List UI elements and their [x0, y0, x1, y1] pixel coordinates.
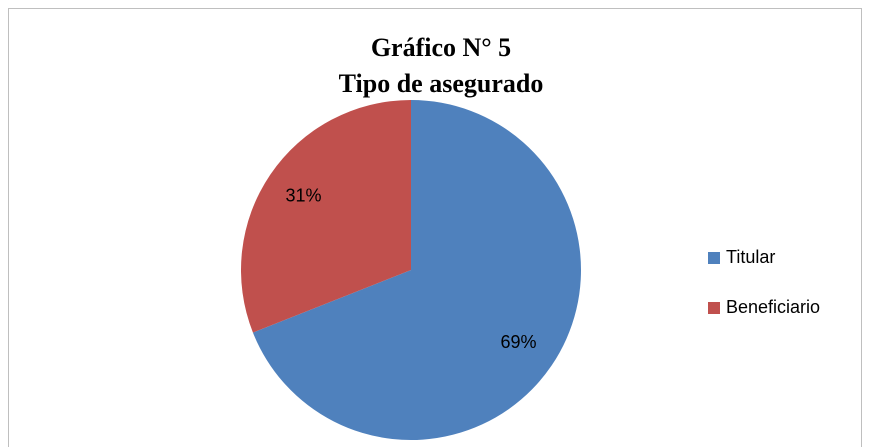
- chart-subtitle: Tipo de asegurado: [339, 69, 544, 98]
- pie-slice: [252, 100, 582, 440]
- legend-swatch: [708, 302, 720, 314]
- chart-title: Gráfico N° 5: [371, 33, 511, 62]
- legend-swatch: [708, 252, 720, 264]
- legend-label: Titular: [726, 247, 775, 267]
- pie-slice: [240, 100, 411, 333]
- legend-label: Beneficiario: [726, 297, 820, 317]
- data-label: 69%: [501, 332, 537, 352]
- data-label: 31%: [285, 186, 321, 206]
